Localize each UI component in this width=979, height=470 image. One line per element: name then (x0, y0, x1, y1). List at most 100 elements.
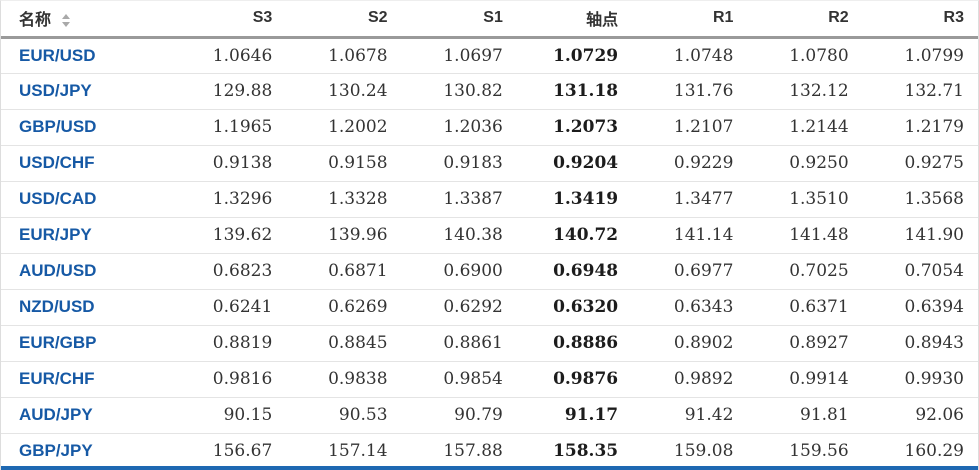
cell-s2: 0.6871 (286, 252, 402, 289)
column-header-s1: S1 (401, 1, 517, 39)
cell-r1: 1.3477 (632, 180, 748, 217)
cell-s1: 90.79 (401, 396, 517, 433)
table-row: GBP/JPY 156.67 157.14 157.88 158.35 159.… (1, 432, 978, 469)
cell-s3: 156.67 (171, 432, 287, 469)
cell-r2: 0.6371 (747, 288, 863, 325)
cell-r3: 1.2179 (862, 108, 978, 145)
cell-s1: 0.6900 (401, 252, 517, 289)
cell-s3: 90.15 (171, 396, 287, 433)
cell-s1: 157.88 (401, 432, 517, 469)
cell-s3: 0.6241 (171, 288, 287, 325)
cell-r3: 0.8943 (862, 324, 978, 361)
pair-link[interactable]: EUR/GBP (1, 324, 171, 361)
pair-link[interactable]: NZD/USD (1, 288, 171, 325)
table-row: USD/CAD 1.3296 1.3328 1.3387 1.3419 1.34… (1, 180, 978, 217)
cell-s3: 1.0646 (171, 36, 287, 73)
cell-pivot: 0.6948 (516, 252, 633, 289)
cell-s3: 0.9138 (171, 144, 287, 181)
cell-s1: 0.9183 (401, 144, 517, 181)
cell-r3: 160.29 (862, 432, 978, 469)
cell-s3: 0.8819 (171, 324, 287, 361)
cell-r3: 132.71 (862, 72, 978, 109)
cell-r3: 1.0799 (862, 36, 978, 73)
cell-r3: 0.9275 (862, 144, 978, 181)
cell-r1: 1.2107 (632, 108, 748, 145)
cell-r3: 0.9930 (862, 360, 978, 397)
cell-pivot: 0.9876 (516, 360, 633, 397)
cell-s2: 157.14 (286, 432, 402, 469)
cell-r2: 1.0780 (747, 36, 863, 73)
cell-r2: 0.8927 (747, 324, 863, 361)
pair-link[interactable]: GBP/USD (1, 108, 171, 145)
cell-pivot: 0.8886 (516, 324, 633, 361)
cell-s1: 0.9854 (401, 360, 517, 397)
cell-s3: 129.88 (171, 72, 287, 109)
cell-r2: 91.81 (747, 396, 863, 433)
pair-link[interactable]: EUR/CHF (1, 360, 171, 397)
header-row: 名称 S3 S2 S1 轴点 R1 R2 R3 (1, 1, 978, 39)
cell-s2: 1.3328 (286, 180, 402, 217)
table-row: EUR/CHF 0.9816 0.9838 0.9854 0.9876 0.98… (1, 360, 978, 397)
cell-r2: 1.2144 (747, 108, 863, 145)
cell-pivot: 131.18 (516, 72, 633, 109)
cell-s1: 0.8861 (401, 324, 517, 361)
cell-pivot: 1.0729 (516, 36, 633, 73)
cell-s2: 0.9158 (286, 144, 402, 181)
pair-link[interactable]: USD/JPY (1, 72, 171, 109)
cell-r1: 0.9892 (632, 360, 748, 397)
cell-r3: 141.90 (862, 216, 978, 253)
cell-r2: 1.3510 (747, 180, 863, 217)
cell-r1: 0.9229 (632, 144, 748, 181)
cell-s1: 1.2036 (401, 108, 517, 145)
cell-s3: 1.3296 (171, 180, 287, 217)
pair-link[interactable]: USD/CHF (1, 144, 171, 181)
cell-r1: 91.42 (632, 396, 748, 433)
cell-s1: 140.38 (401, 216, 517, 253)
cell-s2: 139.96 (286, 216, 402, 253)
pair-link[interactable]: EUR/USD (1, 36, 171, 73)
column-header-name[interactable]: 名称 (1, 1, 171, 39)
cell-r2: 132.12 (747, 72, 863, 109)
pair-link[interactable]: EUR/JPY (1, 216, 171, 253)
column-header-r3: R3 (862, 1, 978, 39)
column-header-r2: R2 (747, 1, 863, 39)
cell-s3: 139.62 (171, 216, 287, 253)
cell-pivot: 91.17 (516, 396, 633, 433)
cell-s2: 130.24 (286, 72, 402, 109)
cell-r3: 1.3568 (862, 180, 978, 217)
cell-r2: 0.7025 (747, 252, 863, 289)
table-row: USD/CHF 0.9138 0.9158 0.9183 0.9204 0.92… (1, 144, 978, 181)
table-row: AUD/USD 0.6823 0.6871 0.6900 0.6948 0.69… (1, 252, 978, 289)
cell-r1: 1.0748 (632, 36, 748, 73)
pair-link[interactable]: AUD/USD (1, 252, 171, 289)
cell-r3: 92.06 (862, 396, 978, 433)
table-body: EUR/USD 1.0646 1.0678 1.0697 1.0729 1.07… (1, 36, 978, 469)
cell-pivot: 158.35 (516, 432, 633, 469)
cell-r2: 0.9914 (747, 360, 863, 397)
pair-link[interactable]: GBP/JPY (1, 432, 171, 469)
table-row: USD/JPY 129.88 130.24 130.82 131.18 131.… (1, 72, 978, 109)
cell-s1: 1.0697 (401, 36, 517, 73)
cell-r2: 159.56 (747, 432, 863, 469)
table-row: NZD/USD 0.6241 0.6269 0.6292 0.6320 0.63… (1, 288, 978, 325)
table-row: AUD/JPY 90.15 90.53 90.79 91.17 91.42 91… (1, 396, 978, 433)
cell-r1: 0.8902 (632, 324, 748, 361)
cell-s2: 0.8845 (286, 324, 402, 361)
cell-pivot: 0.6320 (516, 288, 633, 325)
cell-r3: 0.6394 (862, 288, 978, 325)
cell-r1: 0.6977 (632, 252, 748, 289)
table-header: 名称 S3 S2 S1 轴点 R1 R2 R3 (1, 1, 978, 39)
cell-s3: 1.1965 (171, 108, 287, 145)
column-header-name-label: 名称 (19, 12, 52, 30)
sort-icon (62, 13, 71, 27)
column-header-r1: R1 (632, 1, 748, 39)
table-row: EUR/USD 1.0646 1.0678 1.0697 1.0729 1.07… (1, 36, 978, 73)
pair-link[interactable]: USD/CAD (1, 180, 171, 217)
cell-r2: 0.9250 (747, 144, 863, 181)
cell-r3: 0.7054 (862, 252, 978, 289)
table-row: EUR/JPY 139.62 139.96 140.38 140.72 141.… (1, 216, 978, 253)
column-header-s2: S2 (286, 1, 402, 39)
cell-s2: 0.6269 (286, 288, 402, 325)
pair-link[interactable]: AUD/JPY (1, 396, 171, 433)
